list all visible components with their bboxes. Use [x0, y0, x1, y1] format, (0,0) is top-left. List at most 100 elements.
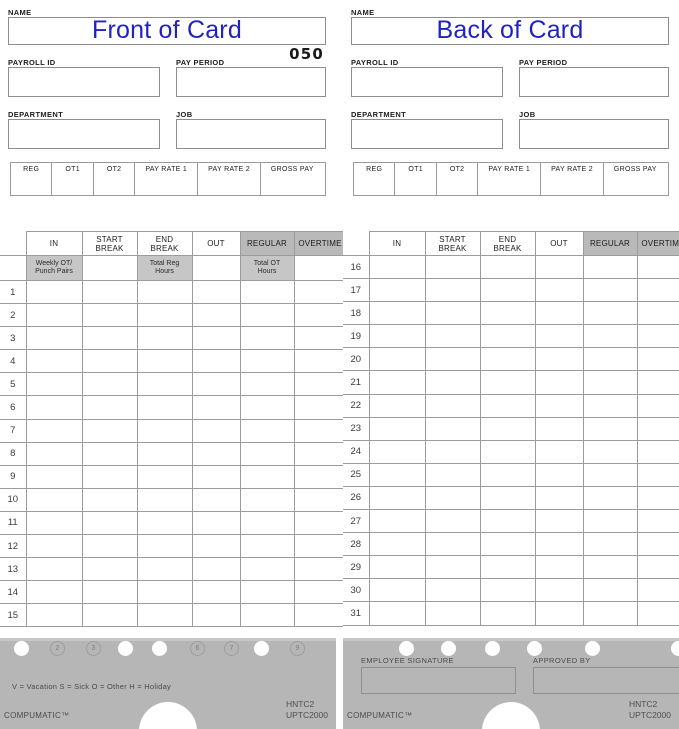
punch-hole-b[interactable]	[441, 641, 456, 656]
cell-start-break[interactable]	[424, 578, 481, 603]
cell-overtime[interactable]	[293, 580, 347, 605]
cell-in[interactable]	[368, 509, 426, 534]
cell-regular[interactable]	[239, 580, 295, 605]
front-pay-period-input[interactable]	[176, 67, 326, 97]
cell-end-break[interactable]	[479, 324, 536, 349]
cell-out[interactable]	[191, 557, 241, 582]
cell-out[interactable]	[534, 578, 584, 603]
cell-in[interactable]	[368, 555, 426, 580]
cell-in[interactable]	[25, 557, 83, 582]
cell-in[interactable]	[25, 464, 83, 489]
cell-in[interactable]	[25, 580, 83, 605]
cell-regular[interactable]	[582, 578, 638, 603]
cell-regular[interactable]	[582, 254, 638, 280]
cell-out[interactable]	[191, 441, 241, 466]
cell-overtime[interactable]	[636, 578, 679, 603]
cell-in[interactable]	[25, 441, 83, 466]
cell-start-break[interactable]	[424, 601, 481, 626]
cell-end-break[interactable]	[136, 395, 193, 420]
cell-end-break[interactable]	[479, 485, 536, 511]
cell-end-break[interactable]	[136, 441, 193, 466]
cell-in[interactable]	[25, 603, 83, 628]
cell-end-break[interactable]	[479, 509, 536, 534]
cell-overtime[interactable]	[636, 509, 679, 534]
cell-regular[interactable]	[239, 510, 295, 536]
cell-start-break[interactable]	[424, 254, 481, 280]
cell-regular[interactable]	[239, 441, 295, 466]
cell-in[interactable]	[368, 416, 426, 441]
cell-start-break[interactable]	[81, 580, 138, 605]
cell-start-break[interactable]	[81, 349, 138, 374]
cell-end-break[interactable]	[479, 278, 536, 303]
cell-out[interactable]	[534, 532, 584, 557]
cell-regular[interactable]	[582, 347, 638, 372]
punch-hole-2[interactable]: 2	[50, 641, 65, 656]
cell-overtime[interactable]	[636, 278, 679, 303]
cell-out[interactable]	[191, 372, 241, 397]
cell-out[interactable]	[534, 485, 584, 511]
cell-in[interactable]	[25, 326, 83, 351]
cell-in[interactable]	[25, 510, 83, 536]
cell-end-break[interactable]	[479, 370, 536, 395]
cell-in[interactable]	[25, 395, 83, 420]
cell-regular[interactable]	[239, 534, 295, 559]
cell-start-break[interactable]	[424, 301, 481, 326]
cell-out[interactable]	[534, 416, 584, 441]
cell-overtime[interactable]	[293, 279, 347, 305]
front-rate-payrate1[interactable]: PAY RATE 1	[135, 163, 199, 195]
back-rate-ot2[interactable]: OT2	[437, 163, 479, 195]
cell-end-break[interactable]	[479, 393, 536, 418]
cell-regular[interactable]	[239, 418, 295, 443]
cell-start-break[interactable]	[424, 416, 481, 441]
front-rate-ot1[interactable]: OT1	[52, 163, 94, 195]
cell-start-break[interactable]	[424, 393, 481, 418]
cell-out[interactable]	[191, 349, 241, 374]
cell-start-break[interactable]	[424, 347, 481, 372]
cell-out[interactable]	[534, 509, 584, 534]
punch-hole-e[interactable]	[585, 641, 600, 656]
cell-overtime[interactable]	[293, 487, 347, 512]
cell-out[interactable]	[534, 278, 584, 303]
cell-overtime[interactable]	[293, 395, 347, 420]
cell-in[interactable]	[368, 370, 426, 395]
cell-in[interactable]	[368, 532, 426, 557]
front-rate-reg[interactable]: REG	[11, 163, 53, 195]
cell-start-break[interactable]	[424, 324, 481, 349]
cell-overtime[interactable]	[636, 601, 679, 626]
cell-end-break[interactable]	[136, 534, 193, 559]
cell-regular[interactable]	[239, 349, 295, 374]
cell-start-break[interactable]	[81, 303, 138, 328]
cell-start-break[interactable]	[424, 532, 481, 557]
cell-regular[interactable]	[582, 416, 638, 441]
cell-regular[interactable]	[239, 372, 295, 397]
cell-start-break[interactable]	[81, 557, 138, 582]
cell-overtime[interactable]	[636, 532, 679, 557]
cell-in[interactable]	[25, 487, 83, 512]
back-rate-grosspay[interactable]: GROSS PAY	[613, 166, 657, 173]
front-payroll-id-input[interactable]	[8, 67, 160, 97]
cell-regular[interactable]	[239, 487, 295, 512]
cell-out[interactable]	[534, 370, 584, 395]
back-pay-period-input[interactable]	[519, 67, 669, 97]
punch-hole-3[interactable]: 3	[86, 641, 101, 656]
cell-overtime[interactable]	[636, 301, 679, 326]
cell-start-break[interactable]	[81, 279, 138, 305]
cell-overtime[interactable]	[293, 441, 347, 466]
cell-out[interactable]	[191, 487, 241, 512]
cell-regular[interactable]	[239, 395, 295, 420]
punch-hole-a[interactable]	[399, 641, 414, 656]
cell-start-break[interactable]	[81, 464, 138, 489]
cell-out[interactable]	[534, 347, 584, 372]
back-rate-payrate1[interactable]: PAY RATE 1	[478, 163, 542, 195]
cell-regular[interactable]	[239, 603, 295, 628]
cell-end-break[interactable]	[136, 279, 193, 305]
front-job-input[interactable]	[176, 119, 326, 149]
cell-start-break[interactable]	[424, 278, 481, 303]
cell-end-break[interactable]	[136, 349, 193, 374]
cell-overtime[interactable]	[293, 326, 347, 351]
cell-out[interactable]	[534, 254, 584, 280]
cell-in[interactable]	[368, 485, 426, 511]
punch-hole-6[interactable]: 6	[190, 641, 205, 656]
cell-end-break[interactable]	[136, 326, 193, 351]
cell-end-break[interactable]	[136, 603, 193, 628]
